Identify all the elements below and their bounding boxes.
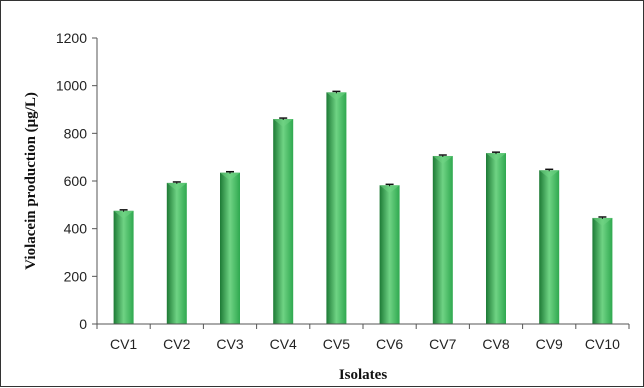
bar-cv2 (166, 182, 187, 324)
y-tick-label: 1000 (56, 78, 87, 94)
x-tick-label: CV4 (270, 336, 297, 352)
bar-top-facet (113, 210, 134, 219)
x-tick-label: CV8 (482, 336, 509, 352)
y-tick-label: 800 (64, 125, 88, 141)
y-axis-title: Violacein production (μg/L) (23, 92, 39, 270)
bar-cv1 (113, 210, 134, 324)
bar-cv7 (432, 155, 453, 324)
y-tick-label: 1200 (56, 30, 87, 46)
y-tick-label: 600 (64, 173, 88, 189)
bar-top-facet (273, 119, 294, 128)
x-tick-label: CV5 (323, 336, 350, 352)
bar-top-facet (326, 92, 347, 101)
x-axis-title: Isolates (339, 367, 387, 383)
x-tick-label: CV7 (429, 336, 456, 352)
bar-top-facet (486, 153, 506, 162)
bar-top-facet (432, 155, 453, 164)
x-tick-label: CV2 (163, 336, 190, 352)
bar-top-facet (379, 185, 400, 194)
bar-top-facet (220, 172, 240, 181)
bar-top-facet (539, 170, 560, 179)
bar-cv10 (592, 217, 613, 324)
bar-cv3 (220, 172, 240, 324)
y-axis-ticks: 0 200 400 600 800 1000 1200 (56, 30, 97, 332)
x-tick-label: CV9 (536, 336, 563, 352)
y-tick-label: 200 (64, 268, 88, 284)
y-tick-label: 0 (79, 316, 87, 332)
bar-cv5 (326, 92, 347, 324)
bar-top-facet (166, 182, 187, 191)
bar-top-facet (592, 217, 613, 226)
x-tick-label: CV3 (216, 336, 243, 352)
x-tick-label: CV6 (376, 336, 403, 352)
bar-cv8 (486, 153, 506, 324)
x-tick-label: CV1 (110, 336, 137, 352)
x-axis-ticks: CV1 CV2 CV3 CV4 CV5 CV6 CV7 CV8 CV9 CV10 (96, 324, 630, 352)
bars (113, 90, 613, 325)
bar-cv6 (379, 185, 400, 324)
bar-cv4 (273, 119, 294, 325)
bar-cv9 (539, 170, 560, 324)
x-tick-label: CV10 (585, 336, 620, 352)
y-tick-label: 400 (64, 221, 88, 237)
